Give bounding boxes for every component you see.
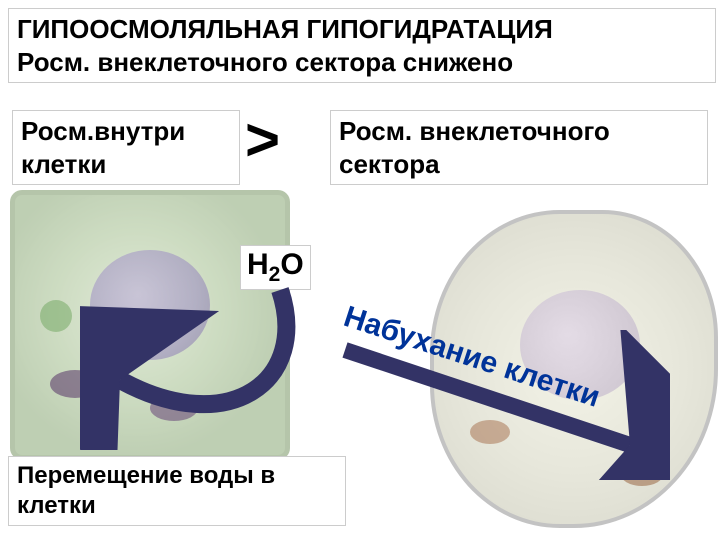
greater-than-sign: >: [245, 105, 280, 174]
straight-arrow-icon: [330, 330, 670, 480]
extracellular-label: Росм. внеклеточного сектора: [330, 110, 708, 185]
title-sub: Росм. внеклеточного сектора снижено: [17, 46, 707, 79]
title-box: ГИПООСМОЛЯЛЬНАЯ ГИПОГИДРАТАЦИЯ Росм. вне…: [8, 8, 716, 83]
water-movement-label: Перемещение воды в клетки: [8, 456, 346, 526]
title-main: ГИПООСМОЛЯЛЬНАЯ ГИПОГИДРАТАЦИЯ: [17, 13, 707, 46]
organelle: [40, 300, 72, 332]
intracellular-label: Росм.внутри клетки: [12, 110, 240, 185]
curved-arrow-icon: [80, 260, 340, 450]
